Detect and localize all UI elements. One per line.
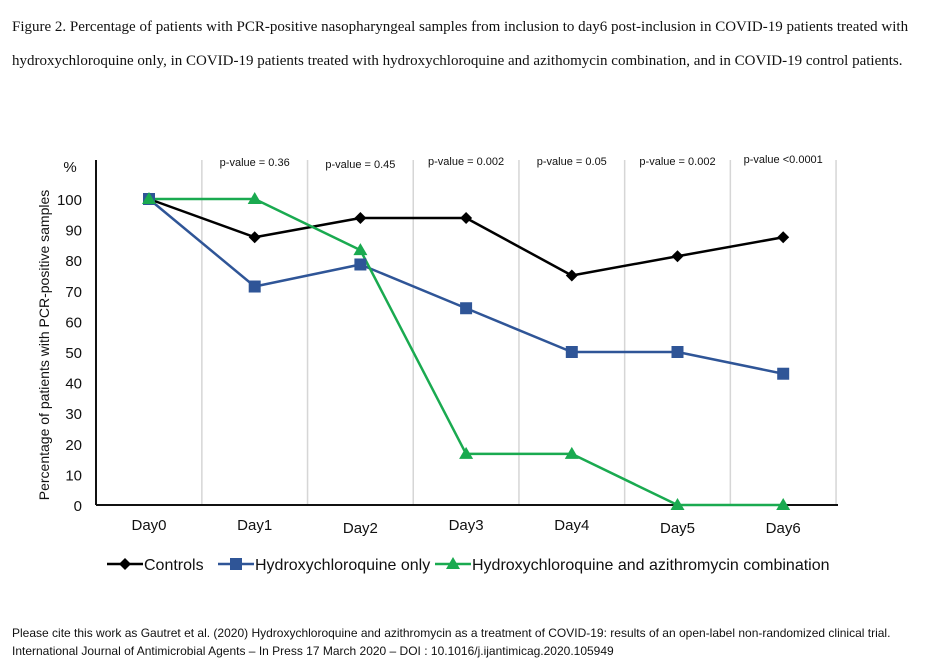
series-line-2 <box>149 197 784 507</box>
x-tick-label: Day3 <box>449 517 484 534</box>
y-tick-labels: 0 10 20 30 40 50 60 70 80 90 100 <box>57 192 82 515</box>
data-point-square <box>248 280 261 293</box>
legend-label: Controls <box>144 557 204 574</box>
y-tick-label: 10 <box>65 467 82 484</box>
series-lines <box>148 197 784 507</box>
data-point-diamond <box>671 250 684 263</box>
p-value-label: p-value <0.0001 <box>744 154 823 166</box>
data-point-triangle <box>353 243 368 256</box>
legend-label: Hydroxychloroquine and azithromycin comb… <box>472 557 830 574</box>
series-line-1 <box>148 198 784 375</box>
p-value-label: p-value = 0.45 <box>325 159 395 171</box>
legend-marker-diamond <box>119 558 131 570</box>
x-tick-label: Day1 <box>237 517 272 534</box>
data-point-square <box>354 258 367 271</box>
data-point-square <box>565 346 578 358</box>
legend-marker-square <box>230 558 242 570</box>
legend-marker-triangle <box>446 557 460 569</box>
y-axis-label: Percentage of patients with PCR-positive… <box>36 190 52 500</box>
citation-text: Please cite this work as Gautret et al. … <box>12 626 891 658</box>
y-tick-label: 80 <box>65 253 82 270</box>
figure-caption: Figure 2. Percentage of patients with PC… <box>12 19 909 69</box>
data-point-triangle <box>459 446 474 459</box>
y-tick-label: 40 <box>65 376 82 393</box>
data-point-triangle <box>776 498 791 510</box>
y-tick-label: 30 <box>65 406 82 423</box>
data-point-diamond <box>460 211 473 224</box>
p-value-label: p-value = 0.36 <box>220 157 290 169</box>
y-unit-label: % <box>63 159 76 176</box>
y-tick-label: 60 <box>65 314 82 331</box>
data-point-square <box>671 346 684 358</box>
data-point-triangle <box>564 446 579 459</box>
x-tick-label: Day6 <box>766 520 801 537</box>
p-value-labels: p-value = 0.36 p-value = 0.45 p-value = 0.… <box>220 154 823 171</box>
data-point-triangle <box>670 498 685 510</box>
x-tick-label: Day0 <box>131 517 166 534</box>
series-line-0 <box>148 197 784 277</box>
y-tick-label: 50 <box>65 345 82 362</box>
series-markers <box>142 192 791 510</box>
p-value-label: p-value = 0.002 <box>639 156 715 168</box>
legend-label: Hydroxychloroquine only <box>255 557 430 574</box>
data-point-diamond <box>248 231 261 244</box>
legend: Controls Hydroxychloroquine only Hydroxych… <box>107 557 830 574</box>
data-point-triangle <box>142 192 156 204</box>
p-value-label: p-value = 0.002 <box>428 156 504 168</box>
data-point-square <box>777 367 790 380</box>
y-tick-label: 90 <box>65 223 82 240</box>
x-tick-label: Day2 <box>343 520 378 537</box>
y-tick-label: 20 <box>65 437 82 454</box>
data-point-diamond <box>354 211 367 224</box>
x-tick-label: Day5 <box>660 520 695 537</box>
data-point-diamond <box>565 269 578 282</box>
data-point-square <box>460 302 473 315</box>
y-tick-label: 70 <box>65 284 82 301</box>
data-point-triangle <box>247 192 262 204</box>
data-point-diamond <box>777 231 790 244</box>
x-tick-labels: Day0 Day1 Day2 Day3 Day4 Day5 Day6 <box>131 517 800 537</box>
p-value-label: p-value = 0.05 <box>537 156 607 168</box>
y-tick-label: 100 <box>57 192 82 209</box>
x-tick-label: Day4 <box>554 517 589 534</box>
y-tick-label: 0 <box>74 498 82 515</box>
